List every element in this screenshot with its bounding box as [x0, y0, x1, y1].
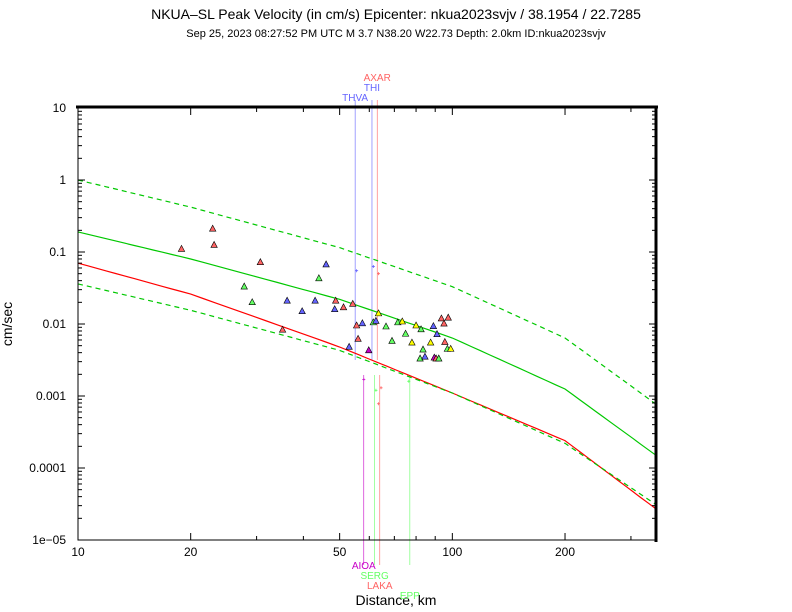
station-marker [388, 336, 396, 344]
y-axis-label: cm/sec [0, 302, 15, 346]
station-marker [345, 342, 353, 350]
station-marker [311, 296, 319, 304]
y-tick-label: 10 [53, 101, 67, 115]
axis-ticks [77, 107, 656, 541]
station-marker [208, 224, 217, 232]
station-marker [315, 274, 323, 282]
station-marker [433, 330, 441, 337]
chart-title: NKUA–SL Peak Velocity (in cm/s) Epicente… [151, 6, 641, 22]
station-marker [408, 338, 416, 346]
station-marker [372, 316, 380, 324]
station-marker [398, 317, 406, 325]
station-marker [412, 321, 420, 329]
small-marker [374, 388, 378, 392]
station-marker [421, 352, 429, 360]
station-marker [322, 260, 330, 268]
station-marker [444, 313, 452, 321]
station-marker [417, 325, 425, 333]
model-curve [77, 179, 657, 405]
x-tick-label: 10 [71, 545, 85, 559]
station-marker [447, 344, 455, 352]
station-marker [210, 240, 218, 248]
plot-frame [77, 107, 657, 541]
station-marker [426, 338, 435, 346]
station-label: LAKA [367, 581, 393, 592]
x-tick-label: 200 [555, 545, 575, 559]
station-label: THVA [342, 93, 368, 104]
station-marker [240, 282, 248, 290]
station-label: EPP [400, 591, 420, 602]
station-marker [365, 346, 373, 354]
station-marker [419, 345, 427, 353]
x-tick-label: 20 [184, 545, 198, 559]
station-lines [354, 100, 411, 565]
station-marker [248, 298, 256, 306]
station-marker [354, 334, 362, 342]
x-tick-label: 100 [442, 545, 462, 559]
station-marker [416, 354, 424, 362]
station-marker [283, 296, 291, 304]
station-marker [401, 329, 410, 337]
small-marker [379, 386, 383, 390]
model-curve [77, 231, 657, 456]
station-marker [382, 322, 390, 330]
small-marker [371, 264, 375, 268]
station-marker [256, 258, 265, 265]
chart-subtitle: Sep 25, 2023 08:27:52 PM UTC M 3.7 N38.2… [186, 28, 606, 40]
station-marker [440, 319, 448, 327]
axis-tick-labels: 10 20 50 100 200 10 1 0.1 0.01 0.001 0.0001 1e−05 [29, 101, 575, 559]
station-label: AIOA [352, 561, 376, 572]
y-tick-label: 0.01 [43, 317, 67, 331]
model-curve [77, 283, 657, 506]
x-tick-label: 50 [333, 545, 347, 559]
small-marker [355, 269, 359, 273]
station-label: SERG [360, 571, 389, 582]
station-markers [177, 224, 455, 406]
small-marker [362, 377, 366, 381]
x-axis-label: Distance, km [356, 592, 437, 608]
station-marker [339, 303, 348, 311]
model-curves [77, 179, 657, 510]
small-marker [377, 402, 381, 406]
station-marker [435, 354, 443, 362]
station-marker [374, 309, 383, 317]
model-curve [77, 262, 657, 510]
station-marker [352, 321, 361, 329]
station-marker [429, 322, 438, 329]
station-marker [330, 305, 339, 313]
station-label: THI [364, 83, 380, 94]
y-tick-label: 0.0001 [29, 461, 66, 475]
station-label: AXAR [364, 73, 391, 84]
small-marker [377, 272, 381, 276]
small-marker [407, 379, 411, 383]
station-marker [349, 299, 357, 307]
y-tick-label: 1e−05 [32, 533, 66, 547]
station-marker [278, 325, 287, 333]
station-marker [298, 307, 306, 315]
y-tick-label: 1 [59, 173, 66, 187]
y-tick-label: 0.001 [36, 389, 66, 403]
station-marker [332, 296, 340, 304]
station-marker [437, 314, 446, 322]
station-marker [177, 244, 186, 252]
station-marker [358, 319, 367, 327]
y-tick-label: 0.1 [49, 245, 66, 259]
station-marker [441, 337, 449, 345]
